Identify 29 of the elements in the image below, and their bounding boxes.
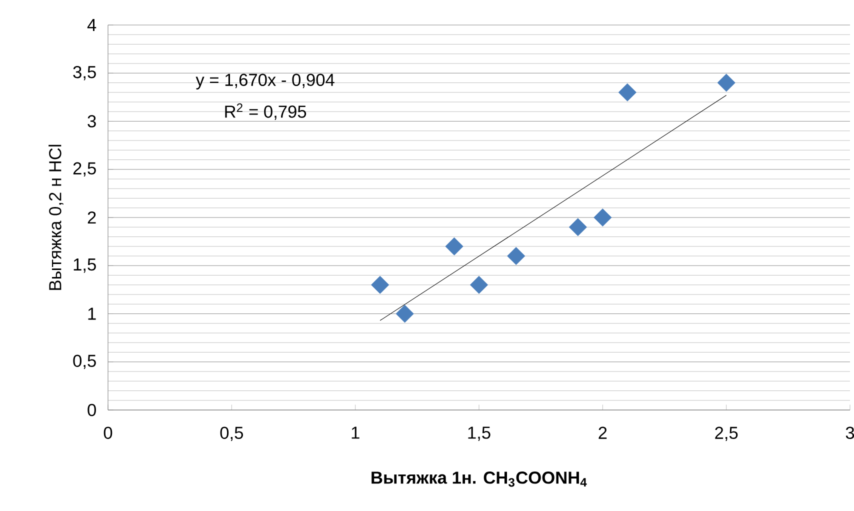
y-tick-label: 0 <box>88 404 96 416</box>
y-tick-label: 2,5 <box>73 162 96 177</box>
x-tick-label: 0,5 <box>220 426 243 442</box>
point <box>568 218 587 236</box>
point <box>717 74 736 92</box>
point <box>396 304 414 323</box>
point <box>594 208 612 226</box>
y-tick-label: 4 <box>87 19 96 31</box>
x-tick-label: 0 <box>104 426 112 439</box>
point <box>371 276 390 294</box>
point <box>618 83 636 102</box>
x-tick-label: 1,5 <box>468 426 490 441</box>
x-axis-title: Вытяжка 1н. CH$_{3}$COONH$_{4}$ <box>372 472 587 487</box>
point <box>507 247 526 265</box>
annotation: y = 1,670x - 0,904 <box>196 74 334 90</box>
x-tick-label: 2 <box>598 426 607 439</box>
annotation: R$^{2}$ = 0,795 <box>225 103 306 120</box>
point <box>470 276 488 294</box>
y-axis-title: Вытяжка 0,2 н HCl <box>48 144 64 290</box>
x-tick-label: 3 <box>846 426 854 439</box>
y-tick-label: 1 <box>88 308 96 320</box>
x-tick-label: 1 <box>352 426 360 439</box>
y-tick-label: 1,5 <box>74 258 96 273</box>
y-tick-label: 3 <box>88 115 96 128</box>
y-tick-label: 0,5 <box>73 354 96 370</box>
y-tick-label: 3,5 <box>73 66 96 80</box>
x-tick-label: 2,5 <box>715 426 738 442</box>
point <box>445 237 464 256</box>
y-tick-label: 2 <box>88 211 96 224</box>
